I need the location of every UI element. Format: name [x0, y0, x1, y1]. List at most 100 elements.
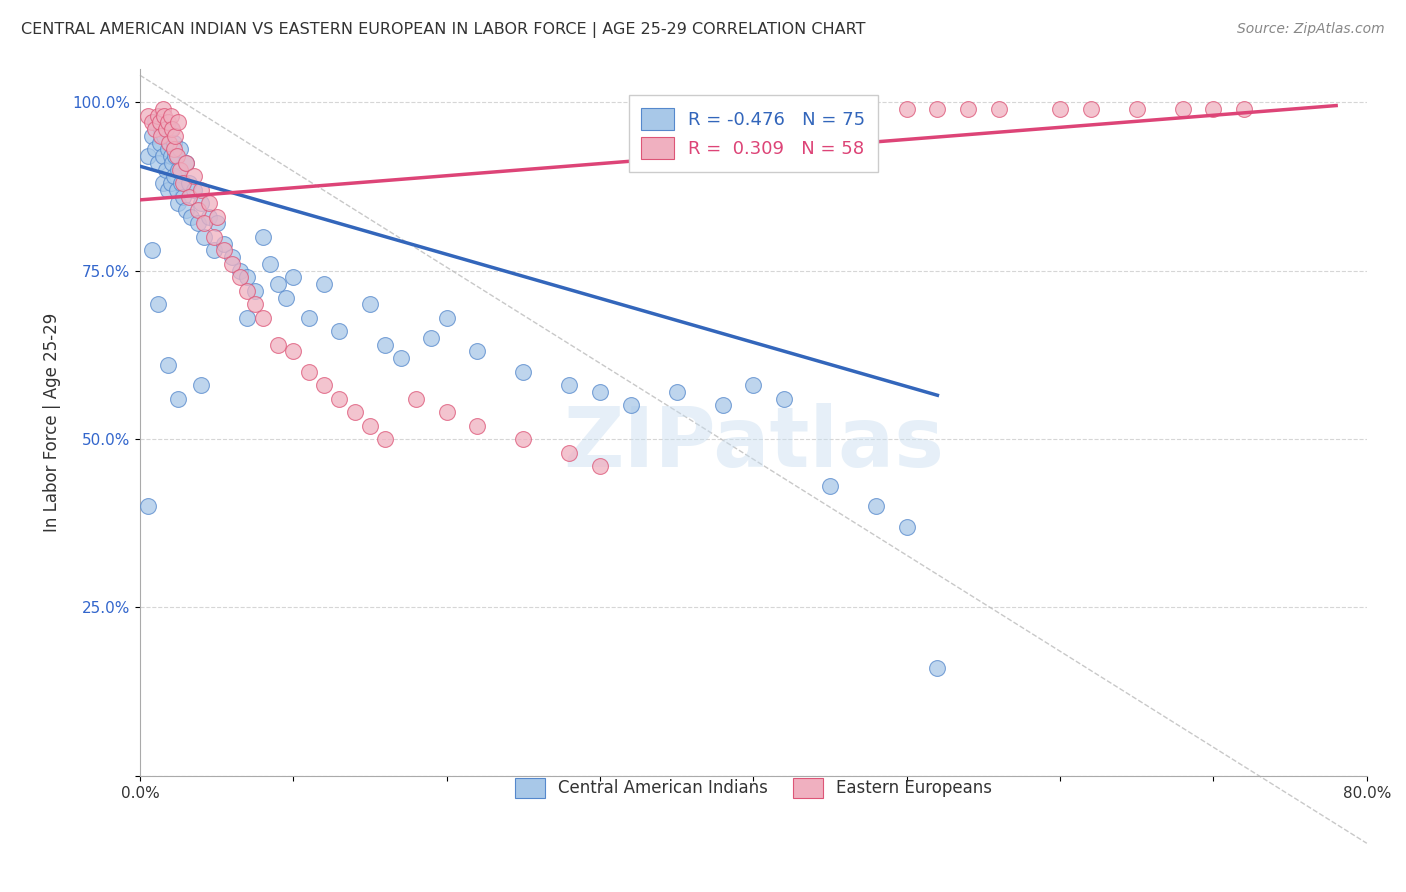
Point [159, 176, 181, 190]
Point [467, 418, 489, 433]
Point [152, 102, 174, 116]
Point [374, 337, 396, 351]
Point [236, 284, 259, 298]
Point [198, 210, 221, 224]
Point [818, 479, 841, 493]
Point [298, 310, 321, 325]
Point [193, 217, 215, 231]
Point [166, 183, 188, 197]
Point [620, 398, 643, 412]
Point [274, 291, 297, 305]
Point [167, 162, 190, 177]
Point [174, 156, 197, 170]
Point [153, 109, 176, 123]
Point [183, 183, 205, 197]
Point [187, 202, 209, 217]
Point [742, 378, 765, 392]
Point [193, 230, 215, 244]
Point [169, 142, 191, 156]
Point [153, 128, 176, 143]
Point [202, 244, 225, 258]
Point [177, 176, 200, 190]
Point [512, 432, 534, 446]
Point [1126, 102, 1149, 116]
Point [312, 277, 335, 292]
Point [183, 169, 205, 184]
Point [221, 250, 243, 264]
Point [167, 115, 190, 129]
Point [163, 142, 186, 156]
Point [359, 418, 381, 433]
Point [283, 344, 305, 359]
Point [159, 109, 181, 123]
Point [243, 284, 266, 298]
Point [180, 210, 202, 224]
Point [773, 392, 796, 406]
Point [896, 102, 918, 116]
Point [589, 458, 612, 473]
Point [198, 196, 221, 211]
Point [312, 378, 335, 392]
Point [512, 365, 534, 379]
Point [467, 344, 489, 359]
Point [221, 257, 243, 271]
Point [420, 331, 443, 345]
Point [143, 142, 166, 156]
Point [298, 365, 321, 379]
Point [190, 196, 212, 211]
Point [141, 244, 163, 258]
Point [166, 149, 188, 163]
Point [167, 196, 190, 211]
Point [149, 136, 172, 150]
Point [1080, 102, 1102, 116]
Point [143, 115, 166, 129]
Point [136, 500, 159, 514]
Point [436, 405, 458, 419]
Point [589, 384, 612, 399]
Point [187, 217, 209, 231]
Point [328, 392, 350, 406]
Point [252, 310, 274, 325]
Point [558, 445, 581, 459]
Point [228, 270, 250, 285]
Point [160, 156, 183, 170]
Point [267, 337, 290, 351]
Point [1202, 102, 1225, 116]
Point [169, 162, 191, 177]
Text: CENTRAL AMERICAN INDIAN VS EASTERN EUROPEAN IN LABOR FORCE | AGE 25-29 CORRELATI: CENTRAL AMERICAN INDIAN VS EASTERN EUROP… [21, 22, 866, 38]
Point [177, 189, 200, 203]
Point [987, 102, 1010, 116]
Point [283, 270, 305, 285]
Point [163, 136, 186, 150]
Point [141, 128, 163, 143]
Point [865, 500, 887, 514]
Point [167, 392, 190, 406]
Point [252, 230, 274, 244]
Point [214, 244, 236, 258]
Point [1049, 102, 1071, 116]
Point [148, 297, 170, 311]
Point [436, 310, 458, 325]
Point [236, 270, 259, 285]
Point [205, 210, 228, 224]
Point [155, 162, 177, 177]
Legend: Central American Indians, Eastern Europeans: Central American Indians, Eastern Europe… [506, 770, 1001, 806]
Point [143, 122, 166, 136]
Text: ZIPatlas: ZIPatlas [562, 403, 943, 484]
Point [156, 358, 179, 372]
Point [149, 115, 172, 129]
Point [148, 156, 170, 170]
Point [150, 128, 173, 143]
Point [343, 405, 366, 419]
Point [165, 149, 187, 163]
Point [228, 263, 250, 277]
Point [136, 149, 159, 163]
Point [141, 115, 163, 129]
Point [152, 176, 174, 190]
Point [157, 136, 180, 150]
Point [136, 109, 159, 123]
Point [156, 115, 179, 129]
Point [267, 277, 290, 292]
Point [328, 324, 350, 338]
Point [148, 109, 170, 123]
